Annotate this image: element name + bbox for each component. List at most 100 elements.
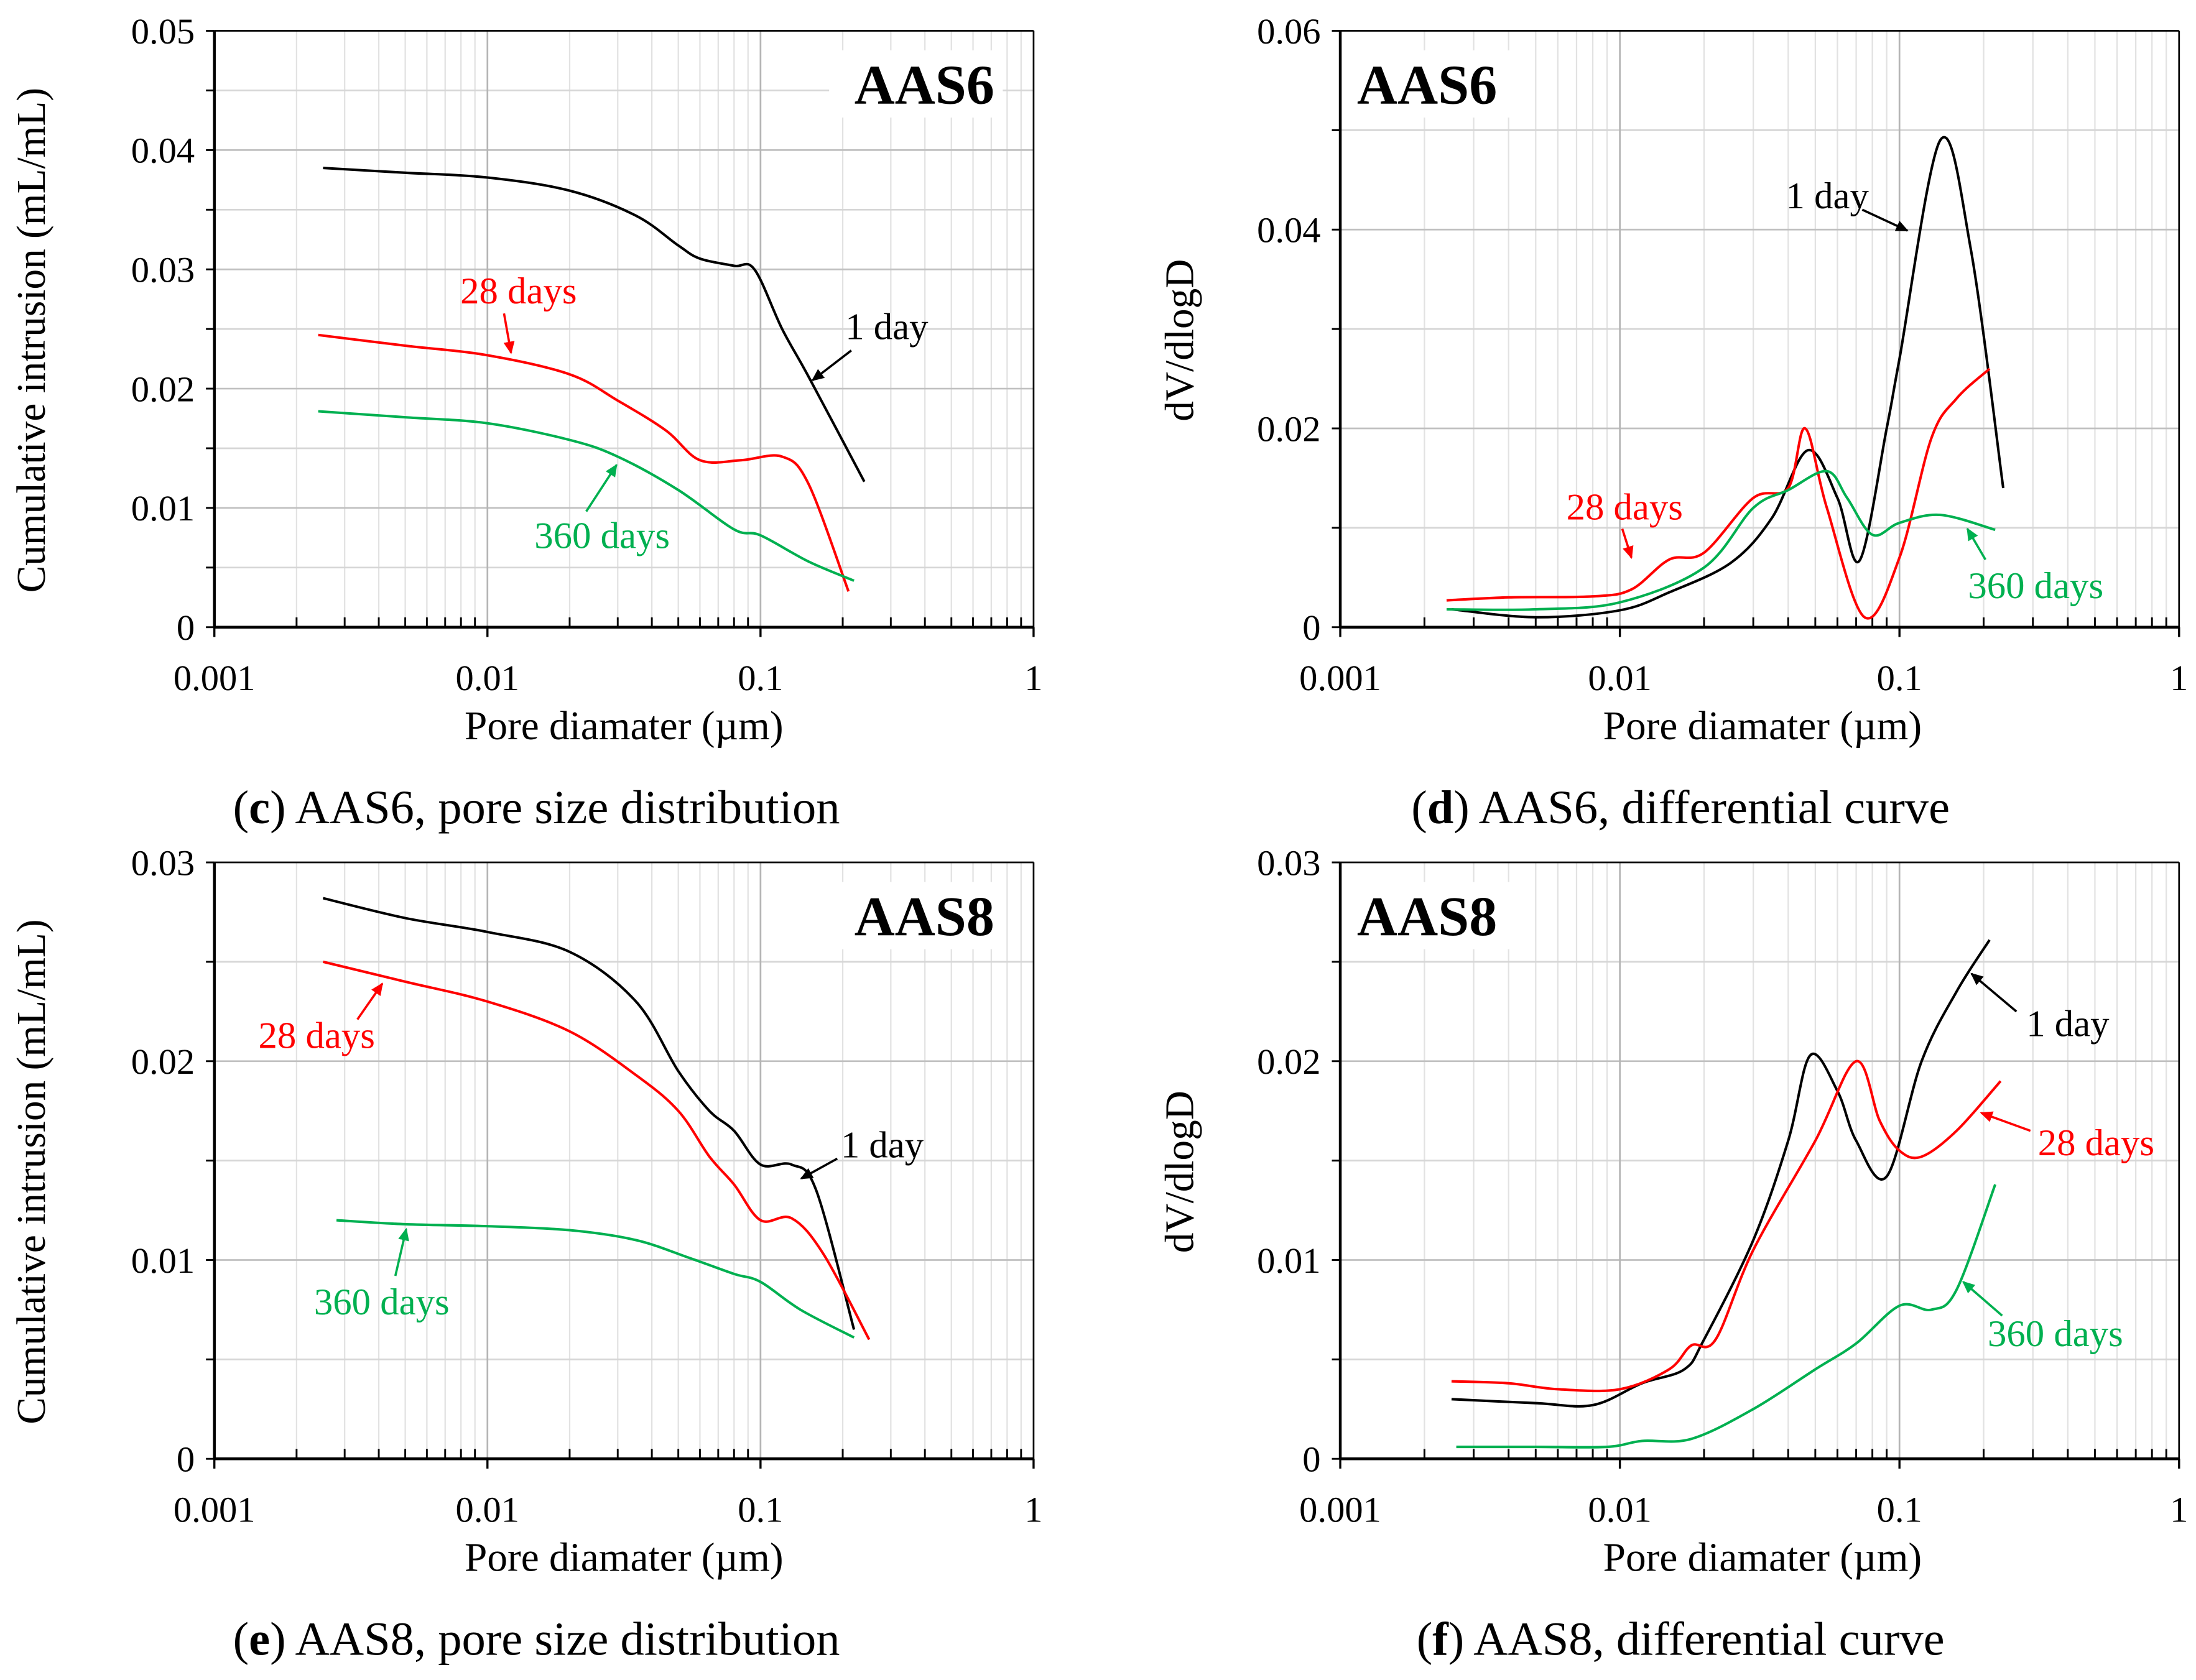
annotation-label: 360 days bbox=[314, 1281, 450, 1323]
y-tick-label: 0 bbox=[1302, 1439, 1320, 1480]
chart-panel-e: 0.001 0.01 0.1 1 0 0.01 0.02 0.03 AAS8 1 day 28 da… bbox=[9, 842, 1042, 1665]
panel-tag: AAS6 bbox=[1357, 55, 1497, 116]
annotation-arrow bbox=[1970, 972, 2018, 1013]
caption-letter: c bbox=[249, 781, 270, 834]
panel-tag-background bbox=[829, 882, 1003, 949]
annotation-label: 1 day bbox=[845, 307, 929, 348]
annotation-label: 360 days bbox=[534, 515, 670, 556]
panel-tag: AAS6 bbox=[855, 55, 994, 116]
y-tick-label: 0 bbox=[177, 607, 195, 648]
series-line-28-days bbox=[318, 333, 850, 592]
y-tick-label: 0.04 bbox=[1257, 210, 1320, 251]
x-tick-label: 0.001 bbox=[1299, 1490, 1381, 1530]
annotation-arrow bbox=[1980, 1111, 2031, 1132]
panel-caption: (e) AAS8, pore size distribution bbox=[233, 1612, 840, 1665]
x-tick-label: 0.001 bbox=[174, 1490, 256, 1530]
chart-panel-f: 0.001 0.01 0.1 1 0 0.01 0.02 0.03 AAS8 1 day 28 da… bbox=[1158, 842, 2189, 1665]
annotation-label: 28 days bbox=[2038, 1122, 2154, 1164]
series-line-360-days bbox=[1456, 1184, 1997, 1449]
x-tick-label: 0.001 bbox=[1299, 658, 1381, 698]
y-tick-label: 0.04 bbox=[131, 131, 195, 171]
caption-text: ) AAS8, differential curve bbox=[1448, 1612, 1945, 1665]
annotation-arrow bbox=[1861, 208, 1909, 232]
series-line-1-day bbox=[323, 167, 866, 482]
chart-panel-c: 0.001 0.01 0.1 1 0 0.01 0.02 0.03 0.04 0.05 AAS6 1 … bbox=[9, 11, 1042, 834]
y-axis-label: Cumulative intrusion (mL/mL) bbox=[9, 88, 54, 593]
panel-tag-background bbox=[1351, 50, 1526, 118]
y-tick-label: 0.03 bbox=[131, 842, 195, 883]
annotation-arrow bbox=[356, 982, 384, 1020]
chart-panel-d: 0.001 0.01 0.1 1 0 0.02 0.04 0.06 AAS6 1 day 28 da… bbox=[1158, 11, 2189, 834]
x-tick-label: 0.01 bbox=[1588, 1490, 1651, 1530]
series-line-28-days bbox=[1451, 1059, 2002, 1393]
y-tick-label: 0.01 bbox=[131, 488, 195, 528]
x-tick-label: 1 bbox=[1024, 658, 1042, 698]
y-tick-label: 0 bbox=[177, 1439, 195, 1480]
annotation-arrow bbox=[800, 1157, 838, 1179]
x-tick-label: 0.1 bbox=[738, 1490, 783, 1530]
panel-tag: AAS8 bbox=[1357, 886, 1497, 948]
annotation-arrow bbox=[1621, 528, 1634, 559]
panel-caption: (d) AAS6, differential curve bbox=[1411, 781, 1950, 834]
x-tick-label: 1 bbox=[1024, 1490, 1042, 1530]
panel-tag-background bbox=[829, 50, 1003, 118]
y-tick-label: 0.01 bbox=[131, 1240, 195, 1281]
annotation-arrow bbox=[811, 349, 852, 382]
y-tick-label: 0.02 bbox=[1257, 408, 1320, 449]
caption-letter: e bbox=[249, 1612, 270, 1665]
y-axis-label: dV/dlogD bbox=[1158, 1091, 1203, 1253]
x-axis-label: Pore diamater (µm) bbox=[1603, 704, 1922, 749]
series-line-360-days bbox=[1446, 469, 1996, 611]
y-tick-label: 0.02 bbox=[1257, 1041, 1320, 1082]
annotation-label: 360 days bbox=[1988, 1313, 2123, 1355]
x-axis-label: Pore diamater (µm) bbox=[1603, 1535, 1922, 1580]
series-line-360-days bbox=[318, 410, 855, 582]
x-tick-label: 0.1 bbox=[738, 658, 783, 698]
y-tick-label: 0.02 bbox=[131, 1041, 195, 1082]
x-axis-label: Pore diamater (µm) bbox=[465, 1535, 784, 1580]
annotation-arrow bbox=[1962, 1281, 2003, 1317]
annotation-label: 28 days bbox=[259, 1015, 375, 1056]
annotation-label: 1 day bbox=[841, 1124, 924, 1166]
series-line-1-day bbox=[322, 897, 856, 1330]
caption-open-paren: ( bbox=[233, 781, 249, 834]
annotation-arrow bbox=[394, 1227, 409, 1276]
panel-caption: (f) AAS8, differential curve bbox=[1417, 1612, 1945, 1665]
y-axis-label: dV/dlogD bbox=[1158, 259, 1203, 422]
caption-text: ) AAS8, pore size distribution bbox=[270, 1612, 840, 1665]
caption-open-paren: ( bbox=[1417, 1612, 1433, 1665]
annotation-label: 1 day bbox=[1786, 175, 1869, 217]
y-tick-label: 0.03 bbox=[131, 249, 195, 290]
caption-letter: f bbox=[1432, 1612, 1449, 1665]
x-tick-label: 0.01 bbox=[456, 658, 519, 698]
y-tick-label: 0 bbox=[1302, 607, 1320, 648]
y-axis-label: Cumulative intrusion (mL/mL) bbox=[9, 919, 54, 1424]
panel-tag: AAS8 bbox=[855, 886, 994, 948]
panel-tag-background bbox=[1351, 882, 1526, 949]
series-line-1-day bbox=[1451, 939, 1991, 1408]
series-line-28-days bbox=[322, 960, 871, 1341]
annotation-label: 28 days bbox=[460, 270, 577, 312]
x-tick-label: 0.01 bbox=[456, 1490, 519, 1530]
annotation-arrow bbox=[503, 313, 515, 354]
y-tick-label: 0.06 bbox=[1257, 11, 1320, 52]
caption-letter: d bbox=[1427, 781, 1454, 834]
x-tick-label: 1 bbox=[2170, 658, 2188, 698]
series-line-1-day bbox=[1451, 136, 2005, 619]
caption-open-paren: ( bbox=[233, 1612, 249, 1665]
y-tick-label: 0.03 bbox=[1257, 842, 1320, 883]
caption-text: ) AAS6, pore size distribution bbox=[270, 781, 840, 834]
annotation-label: 1 day bbox=[2026, 1003, 2110, 1045]
x-tick-label: 0.1 bbox=[1877, 658, 1922, 698]
series-line-360-days bbox=[336, 1219, 855, 1339]
x-tick-label: 0.1 bbox=[1877, 1490, 1922, 1530]
x-tick-label: 0.01 bbox=[1588, 658, 1651, 698]
annotation-arrow bbox=[585, 463, 618, 512]
caption-open-paren: ( bbox=[1411, 781, 1427, 834]
caption-text: ) AAS6, differential curve bbox=[1453, 781, 1950, 834]
x-axis-label: Pore diamater (µm) bbox=[465, 704, 784, 749]
panel-caption: (c) AAS6, pore size distribution bbox=[233, 781, 840, 834]
annotation-label: 360 days bbox=[1968, 565, 2103, 607]
y-tick-label: 0.05 bbox=[131, 11, 195, 52]
